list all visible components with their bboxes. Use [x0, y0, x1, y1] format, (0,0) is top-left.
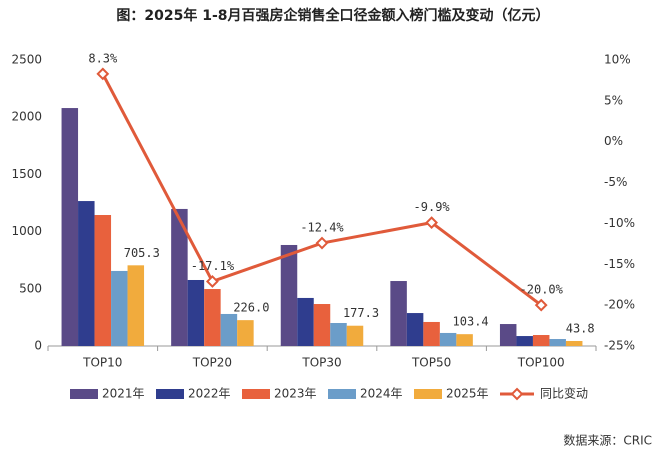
- bar: [549, 339, 566, 346]
- line-marker: [315, 236, 329, 250]
- line-value-label: 8.3%: [88, 51, 118, 65]
- line-value-label: -17.1%: [191, 259, 235, 273]
- y2-tick-label: -25%: [604, 339, 635, 353]
- line-value-label: -9.9%: [414, 200, 451, 214]
- y-tick-label: 0: [34, 339, 42, 353]
- bar: [330, 323, 347, 346]
- bar-value-label: 177.3: [343, 306, 379, 320]
- bar: [313, 304, 331, 346]
- legend-label: 2023年: [274, 387, 317, 401]
- y2-tick-label: -20%: [604, 298, 635, 312]
- legend-swatch: [156, 389, 184, 399]
- bar-value-label: 103.4: [453, 315, 489, 329]
- y2-tick-label: -10%: [604, 216, 635, 230]
- legend-label: 2021年: [102, 387, 145, 401]
- y2-tick-label: -5%: [604, 175, 627, 189]
- x-tick-label: TOP20: [192, 356, 232, 370]
- legend-swatch: [510, 387, 524, 401]
- line-marker: [425, 216, 439, 230]
- bar: [94, 215, 112, 346]
- legend-swatch: [328, 389, 356, 399]
- y2-tick-label: 10%: [604, 53, 631, 67]
- y-tick-label: 2500: [11, 53, 42, 67]
- bar: [127, 265, 145, 346]
- bar: [499, 324, 517, 346]
- bar: [423, 321, 440, 346]
- y-tick-label: 2000: [11, 110, 42, 124]
- legend-swatch: [70, 389, 98, 399]
- bar-value-label: 226.0: [233, 301, 269, 315]
- line-value-label: -20.0%: [520, 283, 564, 297]
- bar: [456, 334, 473, 346]
- y2-tick-label: 5%: [604, 93, 623, 107]
- bar-value-label: 43.8: [566, 321, 595, 335]
- legend-label: 同比变动: [540, 386, 588, 401]
- y-tick-label: 500: [19, 281, 42, 295]
- y2-tick-label: 0%: [604, 134, 623, 148]
- y-tick-label: 1000: [11, 224, 42, 238]
- bar: [439, 332, 457, 346]
- y2-tick-label: -15%: [604, 257, 635, 271]
- line: [101, 73, 543, 307]
- line-marker: [534, 298, 548, 312]
- line-value-label: -12.4%: [300, 221, 344, 235]
- bar: [516, 336, 533, 346]
- x-tick-label: TOP50: [411, 356, 451, 370]
- bar: [61, 108, 79, 346]
- x-tick-label: TOP100: [517, 356, 565, 370]
- bar: [346, 325, 364, 346]
- legend-swatch: [414, 389, 442, 399]
- bar: [565, 340, 583, 346]
- bar: [297, 297, 314, 346]
- bar: [171, 208, 188, 346]
- bar: [406, 313, 424, 346]
- legend-label: 2024年: [360, 387, 403, 401]
- bar: [78, 201, 95, 346]
- legend-swatch: [242, 389, 270, 399]
- legend-label: 2025年: [446, 387, 489, 401]
- x-tick-label: TOP10: [82, 356, 122, 370]
- bar: [280, 244, 298, 346]
- x-tick-label: TOP30: [301, 356, 341, 370]
- bar: [390, 281, 407, 346]
- bar: [111, 270, 128, 346]
- bar: [532, 335, 550, 346]
- bar-value-label: 705.3: [124, 246, 160, 260]
- legend-label: 2022年: [188, 387, 231, 401]
- chart-title: 图：2025年 1-8月百强房企销售全口径金额入榜门槛及变动（亿元）: [116, 7, 549, 24]
- bar: [220, 313, 238, 346]
- source-note: 数据来源：CRIC: [563, 433, 652, 448]
- bar: [204, 289, 221, 346]
- y-tick-label: 1500: [11, 167, 42, 181]
- bar: [187, 279, 205, 346]
- bar: [237, 320, 254, 346]
- line-marker: [96, 67, 110, 81]
- line-marker: [205, 275, 219, 288]
